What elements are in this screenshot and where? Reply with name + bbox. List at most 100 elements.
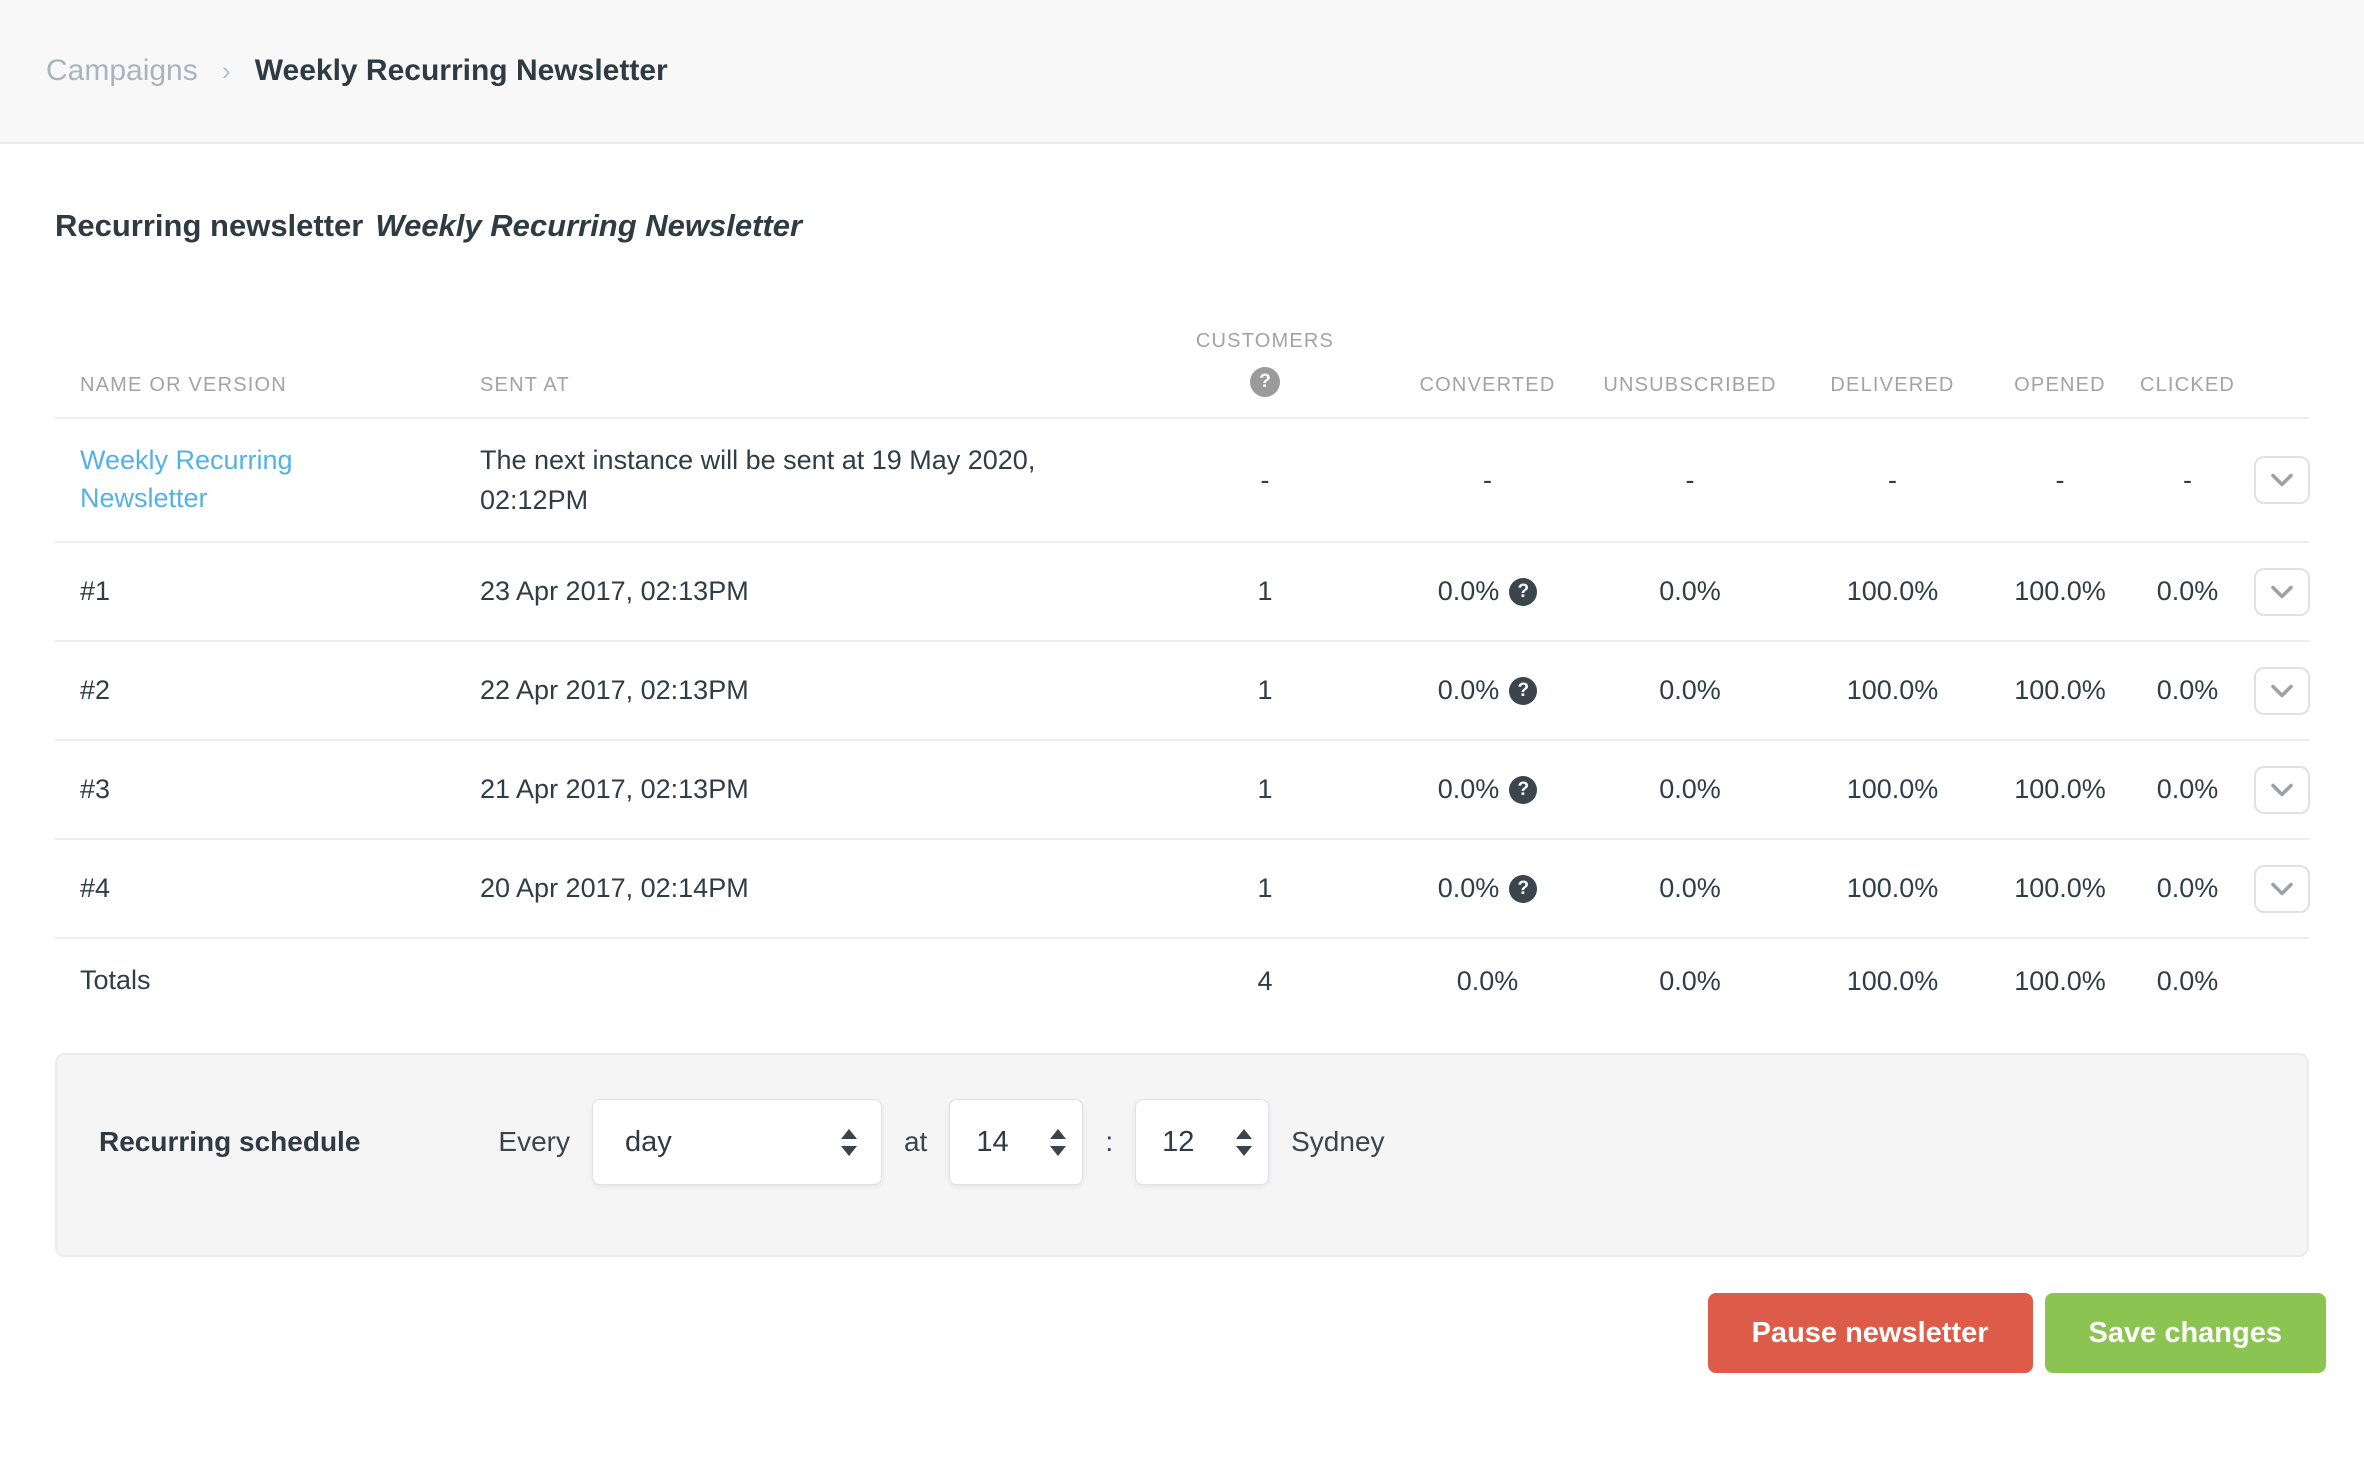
row-expand-button[interactable] bbox=[2254, 456, 2310, 504]
opened-cell: - bbox=[2055, 464, 2065, 495]
totals-unsubscribed: 0.0% bbox=[1659, 965, 1721, 996]
minute-select-value: 12 bbox=[1162, 1125, 1195, 1158]
totals-delivered: 100.0% bbox=[1846, 965, 1939, 996]
column-header-name-or-version: NAME OR VERSION bbox=[80, 374, 287, 396]
spinner-arrows-icon bbox=[1050, 1128, 1067, 1156]
breadcrumb-campaigns-link[interactable]: Campaigns bbox=[46, 54, 198, 87]
clicked-cell: 0.0% bbox=[2156, 576, 2219, 606]
converted-cell: 0.0% ? bbox=[1395, 576, 1580, 607]
column-header-customers-label: CUSTOMERS bbox=[1195, 330, 1335, 352]
every-label: Every bbox=[498, 1126, 570, 1157]
table-totals-row: Totals 4 0.0% 0.0% 100.0% 100.0% 0.0% bbox=[55, 939, 2309, 1023]
sent-at-cell: 21 Apr 2017, 02:13PM bbox=[480, 774, 749, 805]
customers-cell: 1 bbox=[1257, 774, 1273, 804]
help-icon[interactable]: ? bbox=[1509, 874, 1538, 903]
schedule-controls: Every day at 14 : 12 Sydney bbox=[498, 1099, 1385, 1185]
help-icon[interactable]: ? bbox=[1250, 367, 1280, 397]
table-row: #3 21 Apr 2017, 02:13PM 1 0.0% ? 0.0% 10… bbox=[55, 741, 2310, 840]
converted-cell: - bbox=[1483, 464, 1492, 495]
converted-value: 0.0% bbox=[1437, 576, 1500, 606]
converted-cell: 0.0% ? bbox=[1395, 675, 1580, 706]
top-bar: Campaigns › Weekly Recurring Newsletter bbox=[0, 0, 2364, 144]
table-row: #1 23 Apr 2017, 02:13PM 1 0.0% ? 0.0% 10… bbox=[55, 543, 2310, 642]
opened-cell: 100.0% bbox=[2014, 873, 2106, 903]
version-cell: #3 bbox=[80, 773, 111, 804]
table-row: Weekly Recurring Newsletter The next ins… bbox=[55, 419, 2310, 543]
unsubscribed-cell: 0.0% bbox=[1659, 873, 1721, 903]
hour-select[interactable]: 14 bbox=[949, 1099, 1084, 1185]
column-header-clicked: CLICKED bbox=[2139, 374, 2236, 396]
opened-cell: 100.0% bbox=[2014, 675, 2106, 705]
customers-cell: 1 bbox=[1257, 873, 1273, 903]
row-expand-button[interactable] bbox=[2254, 864, 2310, 913]
clicked-cell: 0.0% bbox=[2156, 675, 2219, 705]
timezone-label: Sydney bbox=[1291, 1126, 1385, 1157]
footer-actions: Pause newsletter Save changes bbox=[0, 1293, 2326, 1373]
totals-label: Totals bbox=[80, 965, 151, 996]
customers-cell: 1 bbox=[1257, 675, 1273, 705]
chevron-down-icon bbox=[2271, 585, 2293, 599]
unsubscribed-cell: 0.0% bbox=[1659, 675, 1721, 705]
newsletter-name-link[interactable]: Weekly Recurring Newsletter bbox=[80, 445, 293, 513]
delivered-cell: - bbox=[1888, 464, 1897, 495]
column-header-delivered: DELIVERED bbox=[1830, 374, 1955, 396]
pause-newsletter-button[interactable]: Pause newsletter bbox=[1707, 1293, 2033, 1373]
unsubscribed-cell: 0.0% bbox=[1659, 774, 1721, 804]
chevron-down-icon bbox=[2271, 473, 2293, 487]
opened-cell: 100.0% bbox=[2014, 576, 2106, 606]
breadcrumb-current: Weekly Recurring Newsletter bbox=[254, 54, 668, 87]
column-header-converted: CONVERTED bbox=[1419, 374, 1556, 396]
totals-opened: 100.0% bbox=[2014, 965, 2106, 996]
main-content: Recurring newsletter Weekly Recurring New… bbox=[0, 208, 2364, 1023]
clicked-cell: - bbox=[2183, 464, 2192, 495]
opened-cell: 100.0% bbox=[2014, 774, 2106, 804]
version-cell: #1 bbox=[80, 575, 111, 606]
version-cell: #4 bbox=[80, 872, 111, 903]
help-icon[interactable]: ? bbox=[1509, 577, 1538, 606]
chevron-down-icon bbox=[2271, 783, 2293, 797]
sent-at-cell: 23 Apr 2017, 02:13PM bbox=[480, 576, 749, 607]
chevron-down-icon bbox=[2271, 882, 2293, 896]
totals-converted: 0.0% bbox=[1456, 965, 1519, 996]
sent-at-cell: 22 Apr 2017, 02:13PM bbox=[480, 675, 749, 706]
interval-select-value: day bbox=[624, 1125, 672, 1158]
time-separator: : bbox=[1105, 1126, 1114, 1157]
column-header-customers: CUSTOMERS ? bbox=[1135, 330, 1395, 397]
column-header-opened: OPENED bbox=[2014, 374, 2106, 396]
sent-at-cell: The next instance will be sent at 19 May… bbox=[480, 444, 1036, 516]
converted-cell: 0.0% ? bbox=[1395, 873, 1580, 904]
save-changes-button[interactable]: Save changes bbox=[2044, 1293, 2326, 1373]
recurring-schedule-label: Recurring schedule bbox=[99, 1126, 361, 1157]
row-expand-button[interactable] bbox=[2254, 567, 2310, 616]
delivered-cell: 100.0% bbox=[1846, 774, 1939, 804]
customers-cell: - bbox=[1260, 464, 1270, 495]
spinner-arrows-icon bbox=[1236, 1128, 1253, 1156]
minute-select[interactable]: 12 bbox=[1135, 1099, 1270, 1185]
chevron-right-icon: › bbox=[221, 55, 231, 86]
converted-value: 0.0% bbox=[1437, 774, 1500, 804]
help-icon[interactable]: ? bbox=[1509, 676, 1538, 705]
hour-select-value: 14 bbox=[976, 1125, 1009, 1158]
converted-value: 0.0% bbox=[1437, 873, 1500, 903]
column-header-sent-at: SENT AT bbox=[480, 374, 570, 396]
interval-select[interactable]: day bbox=[591, 1099, 882, 1185]
page-title: Recurring newsletter Weekly Recurring New… bbox=[55, 208, 2309, 244]
delivered-cell: 100.0% bbox=[1846, 675, 1939, 705]
chevron-down-icon bbox=[2271, 684, 2293, 698]
column-header-unsubscribed: UNSUBSCRIBED bbox=[1603, 374, 1777, 396]
spinner-arrows-icon bbox=[840, 1128, 857, 1156]
row-expand-button[interactable] bbox=[2254, 765, 2310, 814]
delivered-cell: 100.0% bbox=[1846, 873, 1939, 903]
table-header-row: NAME OR VERSION SENT AT CUSTOMERS ? CONV… bbox=[55, 314, 2309, 419]
page-title-prefix: Recurring newsletter bbox=[55, 208, 364, 243]
at-label: at bbox=[903, 1126, 928, 1157]
unsubscribed-cell: 0.0% bbox=[1659, 576, 1721, 606]
table-row: #4 20 Apr 2017, 02:14PM 1 0.0% ? 0.0% 10… bbox=[55, 840, 2310, 939]
help-icon[interactable]: ? bbox=[1509, 775, 1538, 804]
newsletter-instances-table: NAME OR VERSION SENT AT CUSTOMERS ? CONV… bbox=[55, 314, 2310, 1023]
sent-at-cell: 20 Apr 2017, 02:14PM bbox=[480, 873, 749, 904]
table-row: #2 22 Apr 2017, 02:13PM 1 0.0% ? 0.0% 10… bbox=[55, 642, 2310, 741]
version-cell: #2 bbox=[80, 674, 111, 705]
converted-cell: 0.0% ? bbox=[1395, 774, 1580, 805]
row-expand-button[interactable] bbox=[2254, 666, 2310, 715]
